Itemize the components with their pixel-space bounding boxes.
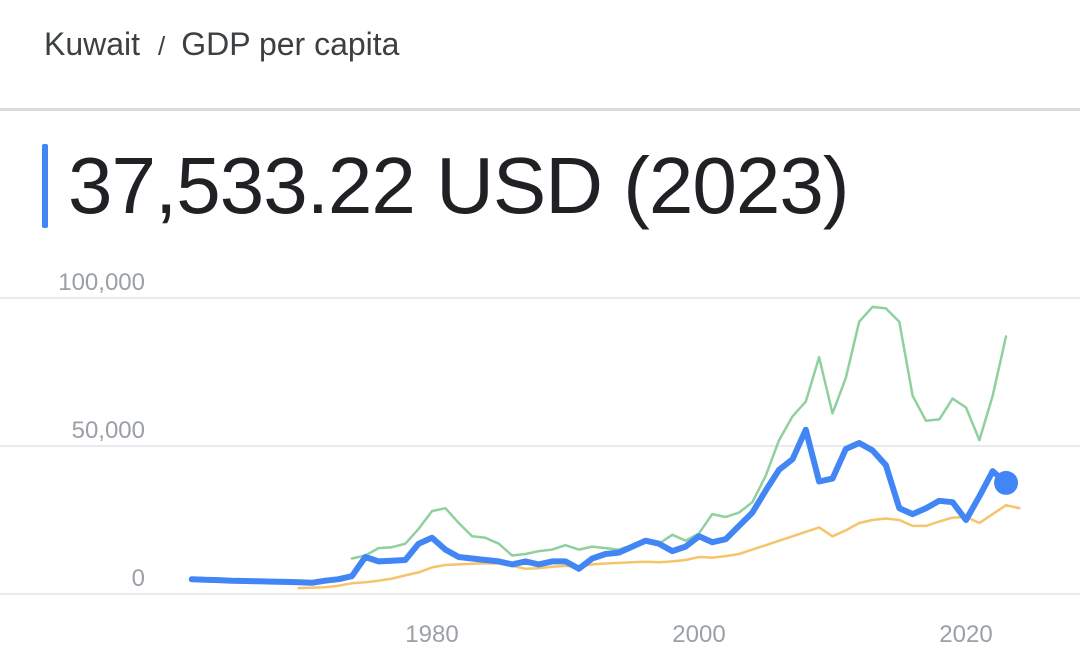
headline: 37,533.22 USD (2023) — [42, 141, 850, 230]
marker-layer — [994, 470, 1019, 495]
grid-layer — [0, 297, 1080, 595]
header-divider — [0, 108, 1080, 111]
series-layer — [188, 305, 1021, 590]
series-line-green — [350, 305, 1008, 560]
series-line-main — [188, 426, 996, 586]
y-tick-label: 0 — [132, 565, 145, 592]
breadcrumb-country[interactable]: Kuwait — [44, 26, 141, 62]
breadcrumb-indicator: GDP per capita — [181, 26, 400, 62]
x-tick-label: 1980 — [405, 621, 458, 648]
gdp-line-chart[interactable]: 0 50,000 100,000 1980 2000 2020 — [0, 270, 1080, 659]
y-tick-label: 100,000 — [58, 270, 145, 296]
breadcrumb: Kuwait / GDP per capita — [44, 26, 399, 63]
label-layer: 0 50,000 100,000 1980 2000 2020 — [58, 270, 992, 648]
x-tick-label: 2020 — [939, 621, 992, 648]
y-tick-label: 50,000 — [72, 417, 145, 444]
latest-value-marker[interactable] — [994, 470, 1019, 495]
headline-accent-bar — [42, 144, 48, 228]
headline-value: 37,533.22 USD (2023) — [68, 141, 850, 230]
breadcrumb-separator: / — [158, 31, 166, 61]
x-tick-label: 2000 — [672, 621, 725, 648]
series-line-orange — [297, 503, 1021, 590]
